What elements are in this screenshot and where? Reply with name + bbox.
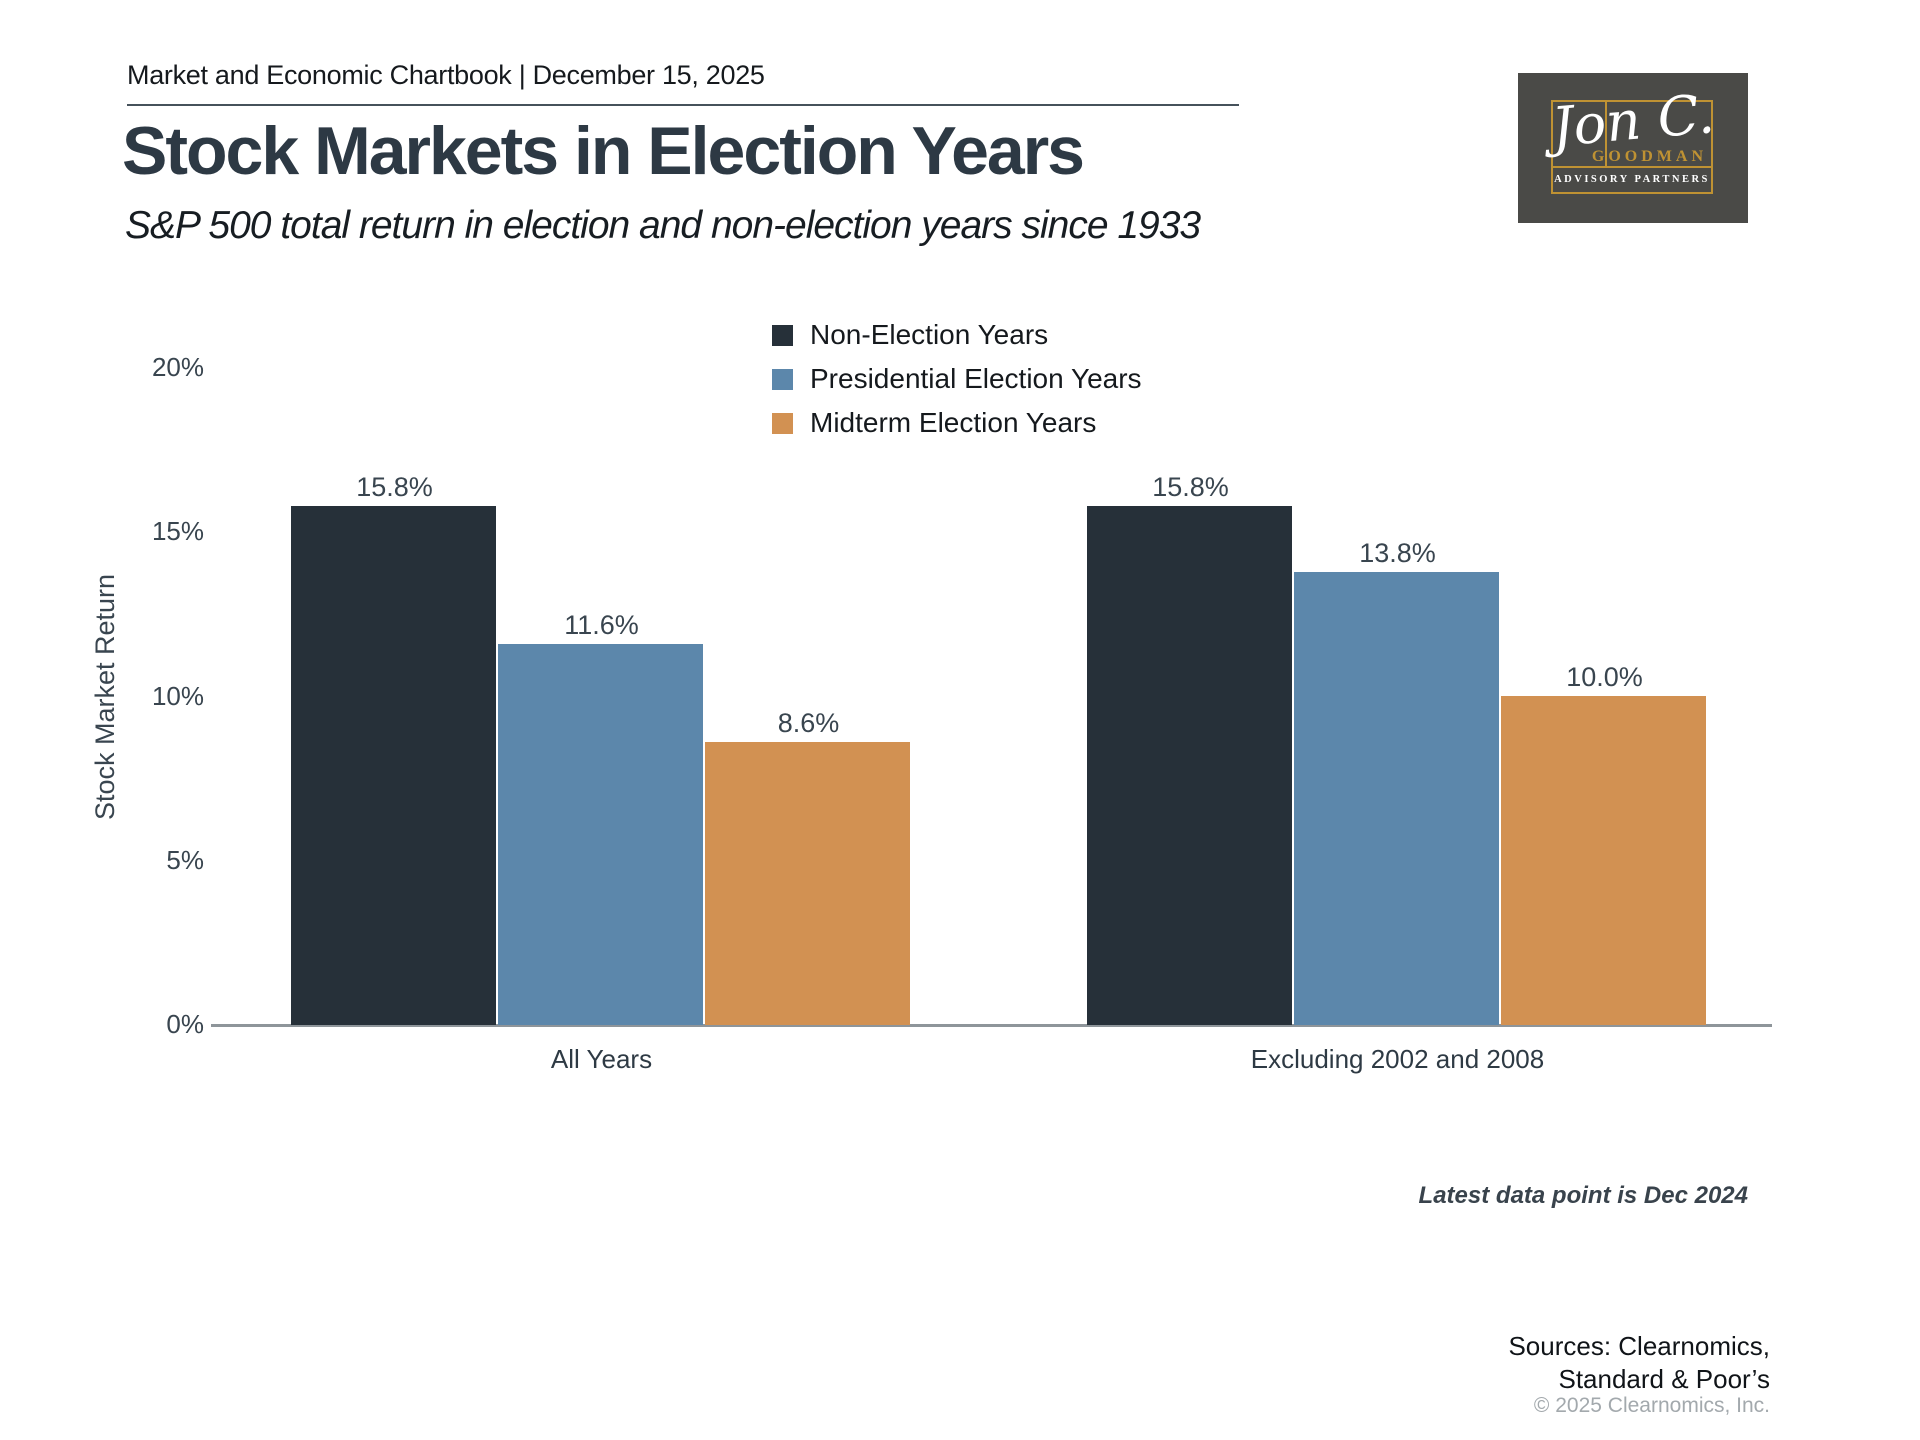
legend-label: Presidential Election Years: [810, 363, 1142, 394]
bar-non-election-years-all-years: [291, 506, 496, 1025]
y-tick-label-10: 10%: [151, 680, 204, 711]
bar-value-label: 15.8%: [1152, 472, 1229, 502]
legend-swatch-non-election-icon: [772, 324, 793, 346]
legend-label: Midterm Election Years: [810, 407, 1097, 438]
legend-swatch-presidential-icon: [772, 368, 793, 390]
logo-goodman: GOODMAN: [1591, 148, 1707, 165]
legend-item-presidential: Presidential Election Years: [772, 363, 1142, 394]
bar-value-label: 8.6%: [777, 708, 840, 738]
sources-note: Sources: Clearnomics, Standard & Poor’s: [1508, 1330, 1770, 1396]
bar-presidential-election-years-all-years: [498, 644, 703, 1025]
bar-non-election-years-excluding-2002-and-2008: [1087, 506, 1292, 1025]
copyright-note: © 2025 Clearnomics, Inc.: [1533, 1394, 1770, 1417]
logo-divider: [1605, 102, 1607, 166]
y-tick-label-15: 15%: [151, 516, 204, 547]
header-divider: [127, 104, 1239, 106]
bar-midterm-election-years-excluding-2002-and-2008: [1501, 696, 1706, 1025]
data-asof-note: Latest data point is Dec 2024: [1418, 1182, 1748, 1209]
y-tick-label-0: 0%: [166, 1009, 204, 1039]
legend-item-non-election: Non-Election Years: [772, 319, 1142, 350]
report-header: Market and Economic Chartbook | December…: [127, 60, 765, 90]
sources-line-1: Sources: Clearnomics,: [1508, 1331, 1770, 1361]
logo-advisory-partners: ADVISORY PARTNERS: [1553, 166, 1711, 192]
chart-legend: Non-Election Years Presidential Election…: [772, 319, 1142, 452]
legend-swatch-midterm-icon: [772, 412, 793, 434]
logo-frame-top: GOODMAN: [1553, 102, 1711, 166]
bar-presidential-election-years-excluding-2002-and-2008: [1294, 572, 1499, 1025]
legend-label: Non-Election Years: [810, 319, 1049, 350]
x-category-label-all-years: All Years: [550, 1044, 653, 1074]
bar-value-label: 15.8%: [356, 472, 433, 502]
sources-line-2: Standard & Poor’s: [1558, 1364, 1770, 1394]
y-tick-label-20: 20%: [151, 352, 204, 382]
page-subtitle: S&P 500 total return in election and non…: [125, 204, 1201, 247]
logo-frame: GOODMAN ADVISORY PARTNERS: [1551, 100, 1713, 194]
y-tick-label-5: 5%: [166, 844, 204, 875]
bar-midterm-election-years-all-years: [705, 742, 910, 1025]
legend-item-midterm: Midterm Election Years: [772, 407, 1142, 438]
bar-value-label: 13.8%: [1359, 538, 1436, 568]
page-title: Stock Markets in Election Years: [122, 113, 1085, 189]
bar-value-label: 11.6%: [564, 610, 639, 640]
logo: GOODMAN ADVISORY PARTNERS Jon C.: [1518, 73, 1748, 223]
x-axis-baseline: [211, 1024, 1772, 1027]
x-category-label-excluding-2002-and-2008: Excluding 2002 and 2008: [1250, 1044, 1545, 1074]
bar-value-label: 10.0%: [1566, 662, 1643, 692]
